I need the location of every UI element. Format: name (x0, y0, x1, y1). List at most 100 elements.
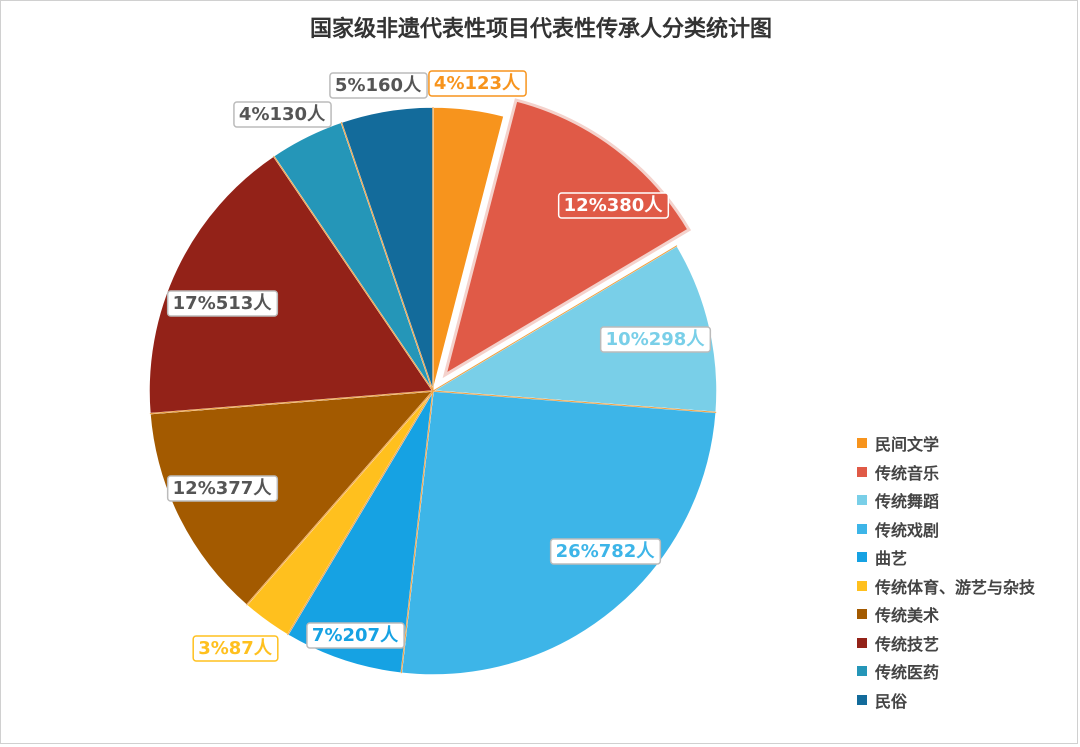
legend-swatch (857, 495, 867, 506)
data-label-4: 26%782人 (549, 538, 662, 565)
chart-title: 国家级非遗代表性项目代表性传承人分类统计图 (309, 16, 772, 42)
slice-separator (400, 390, 434, 674)
data-label-value: 123 (464, 73, 502, 94)
legend-label: 传统医药 (875, 663, 940, 683)
data-label-unit: 人 (686, 329, 705, 350)
data-label-text: 3%87人 (198, 638, 273, 659)
legend-swatch (857, 552, 867, 563)
data-label-percent: 3% (198, 638, 229, 659)
legend-item-9: 传统医药 (857, 657, 1077, 686)
data-label-10: 5%160人 (329, 72, 428, 99)
pie-slice-2 (442, 98, 692, 379)
legend-swatch (857, 637, 867, 648)
data-label-percent: 12% (564, 195, 607, 216)
pie-slice-5 (286, 390, 434, 675)
data-label-unit: 人 (644, 195, 663, 216)
data-label-value: 160 (365, 75, 403, 96)
legend-item-5: 曲艺 (857, 543, 1077, 572)
data-label-box (306, 622, 405, 649)
chart-legend: 民间文学传统音乐传统舞蹈传统戏剧曲艺传统体育、游艺与杂技传统美术传统技艺传统医药… (857, 429, 1077, 714)
data-label-percent: 4% (434, 73, 465, 94)
slice-separator (287, 390, 434, 636)
data-label-box (599, 326, 712, 353)
data-label-text: 12%380人 (564, 195, 664, 216)
data-label-box (549, 538, 662, 565)
data-label-box (329, 72, 428, 99)
data-label-percent: 26% (556, 541, 599, 562)
data-label-unit: 人 (307, 104, 326, 125)
data-label-box (166, 290, 279, 317)
legend-item-4: 传统戏剧 (857, 515, 1077, 544)
legend-swatch (857, 694, 867, 705)
legend-swatch (857, 609, 867, 620)
legend-label: 民间文学 (875, 435, 940, 455)
legend-label: 民俗 (875, 691, 908, 711)
legend-item-10: 民俗 (857, 686, 1077, 715)
data-label-percent: 4% (239, 104, 270, 125)
data-label-value: 207 (342, 625, 380, 646)
data-label-value: 87 (229, 638, 254, 659)
data-label-8: 17%513人 (166, 290, 279, 317)
slice-separator (273, 155, 434, 392)
slice-separator (432, 245, 678, 392)
pie-slice-8 (148, 154, 435, 415)
data-label-2: 12%380人 (557, 192, 670, 219)
legend-label: 传统技艺 (875, 634, 940, 654)
data-label-text: 7%207人 (312, 625, 399, 646)
data-label-percent: 10% (606, 329, 649, 350)
data-label-unit: 人 (502, 73, 521, 94)
data-label-box (192, 635, 279, 662)
legend-item-2: 传统音乐 (857, 458, 1077, 487)
data-label-value: 380 (607, 195, 645, 216)
data-label-text: 26%782人 (556, 541, 656, 562)
data-label-unit: 人 (254, 638, 273, 659)
legend-item-3: 传统舞蹈 (857, 486, 1077, 515)
legend-item-8: 传统技艺 (857, 629, 1077, 658)
data-label-text: 5%160人 (335, 75, 422, 96)
data-label-unit: 人 (253, 478, 272, 499)
legend-label: 曲艺 (875, 549, 908, 569)
data-label-value: 298 (649, 329, 687, 350)
data-label-value: 513 (216, 293, 254, 314)
data-label-1: 4%123人 (428, 70, 527, 97)
legend-item-1: 民间文学 (857, 429, 1077, 458)
legend-label: 传统体育、游艺与杂技 (875, 577, 1036, 597)
data-label-box (166, 475, 279, 502)
slice-separator (432, 390, 717, 413)
legend-item-7: 传统美术 (857, 600, 1077, 629)
legend-swatch (857, 666, 867, 677)
data-label-value: 377 (216, 478, 254, 499)
data-label-5: 7%207人 (306, 622, 405, 649)
data-label-box (557, 192, 670, 219)
data-label-text: 17%513人 (173, 293, 273, 314)
legend-swatch (857, 580, 867, 591)
data-label-text: 12%377人 (173, 478, 273, 499)
data-label-percent: 7% (312, 625, 343, 646)
data-label-unit: 人 (253, 293, 272, 314)
data-label-box (428, 70, 527, 97)
legend-label: 传统戏剧 (875, 520, 940, 540)
pie-slice-4 (400, 390, 717, 676)
slice-separator (340, 122, 434, 392)
data-label-percent: 17% (173, 293, 216, 314)
data-label-value: 782 (599, 541, 637, 562)
data-label-unit: 人 (380, 625, 399, 646)
pie-data-labels: 4%123人12%380人10%298人26%782人7%207人3%87人12… (166, 70, 712, 662)
data-label-unit: 人 (403, 75, 422, 96)
slice-separator (246, 390, 434, 606)
legend-label: 传统音乐 (875, 463, 940, 483)
pie-slices (148, 98, 718, 676)
data-label-9: 4%130人 (233, 101, 332, 128)
data-label-text: 4%123人 (434, 73, 521, 94)
data-label-6: 3%87人 (192, 635, 279, 662)
pie-slice-3 (430, 244, 718, 414)
slice-separator (149, 390, 434, 415)
data-label-value: 130 (269, 104, 307, 125)
pie-slice-7 (149, 390, 435, 607)
data-label-text: 4%130人 (239, 104, 326, 125)
legend-item-6: 传统体育、游艺与杂技 (857, 572, 1077, 601)
data-label-7: 12%377人 (166, 475, 279, 502)
data-label-percent: 5% (335, 75, 366, 96)
